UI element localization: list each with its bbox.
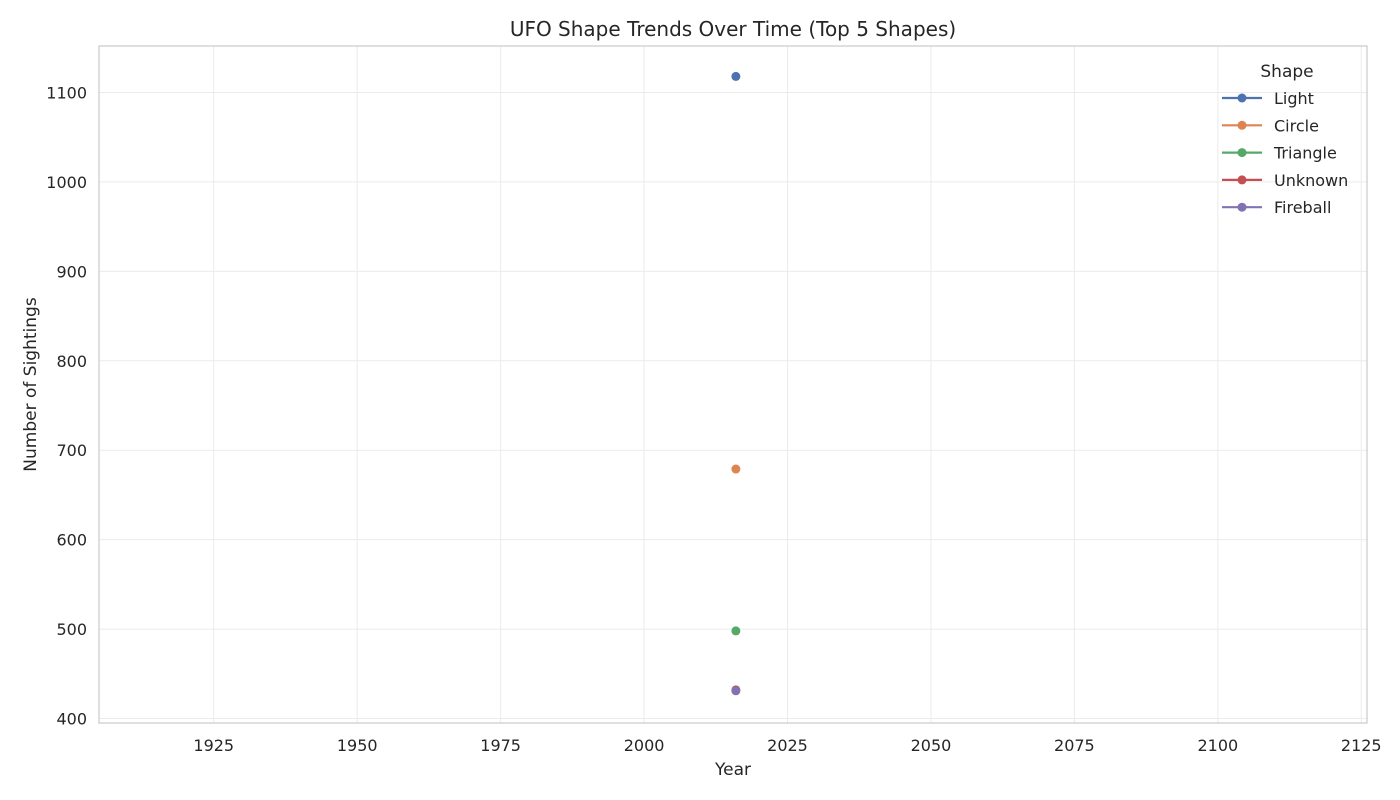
y-tick-label: 400 — [56, 710, 87, 729]
x-tick-label: 2000 — [624, 736, 665, 755]
legend-label: Fireball — [1274, 198, 1331, 217]
y-tick-label: 600 — [56, 531, 87, 550]
legend-swatch-marker — [1237, 148, 1247, 158]
y-tick-label: 800 — [56, 352, 87, 371]
y-axis-title: Number of Sightings — [21, 297, 41, 472]
series-layer — [731, 71, 741, 696]
legend-item-triangle: Triangle — [1222, 144, 1337, 163]
y-tick-label: 900 — [56, 262, 87, 281]
legend-swatch-marker — [1237, 175, 1247, 185]
data-point-light — [731, 71, 741, 81]
x-tick-label: 1925 — [193, 736, 234, 755]
legend-item-circle: Circle — [1222, 116, 1319, 135]
legend-label: Triangle — [1273, 144, 1337, 163]
series-circle — [731, 464, 741, 474]
legend-swatch-marker — [1237, 202, 1247, 212]
legend-item-fireball: Fireball — [1222, 198, 1331, 217]
legend-swatch-marker — [1237, 93, 1247, 103]
legend: Shape Light Circle Triangle Unknown Fireball — [1222, 62, 1348, 217]
legend-label: Circle — [1274, 116, 1319, 135]
y-tick-label: 500 — [56, 620, 87, 639]
legend-label: Unknown — [1274, 171, 1348, 190]
x-tick-label: 1975 — [480, 736, 521, 755]
x-tick-label: 2075 — [1054, 736, 1095, 755]
y-tick-label: 700 — [56, 441, 87, 460]
legend-label: Light — [1274, 89, 1314, 108]
x-tick-label: 2050 — [911, 736, 952, 755]
series-fireball — [731, 686, 741, 696]
chart-title: UFO Shape Trends Over Time (Top 5 Shapes… — [510, 17, 956, 41]
legend-item-light: Light — [1222, 89, 1314, 108]
x-axis-title: Year — [714, 760, 751, 780]
y-tick-label: 1100 — [46, 84, 87, 103]
data-point-circle — [731, 464, 741, 474]
plot-frame — [98, 45, 1368, 724]
y-tick-label: 1000 — [46, 173, 87, 192]
legend-item-unknown: Unknown — [1222, 171, 1348, 190]
x-tick-label: 2100 — [1197, 736, 1238, 755]
legend-swatch-marker — [1237, 120, 1247, 130]
x-tick-label: 2025 — [767, 736, 808, 755]
legend-title: Shape — [1260, 62, 1313, 82]
series-light — [731, 71, 741, 81]
legend-items: Light Circle Triangle Unknown Fireball — [1222, 89, 1348, 217]
series-triangle — [731, 626, 741, 636]
tick-labels: 1925 1950 1975 2000 2025 2050 2075 2100 2125 400 5… — [46, 84, 1381, 755]
data-point-triangle — [731, 626, 741, 636]
data-point-fireball — [731, 686, 741, 696]
x-tick-label: 1950 — [337, 736, 378, 755]
x-tick-label: 2125 — [1341, 736, 1382, 755]
grid — [99, 46, 1367, 723]
